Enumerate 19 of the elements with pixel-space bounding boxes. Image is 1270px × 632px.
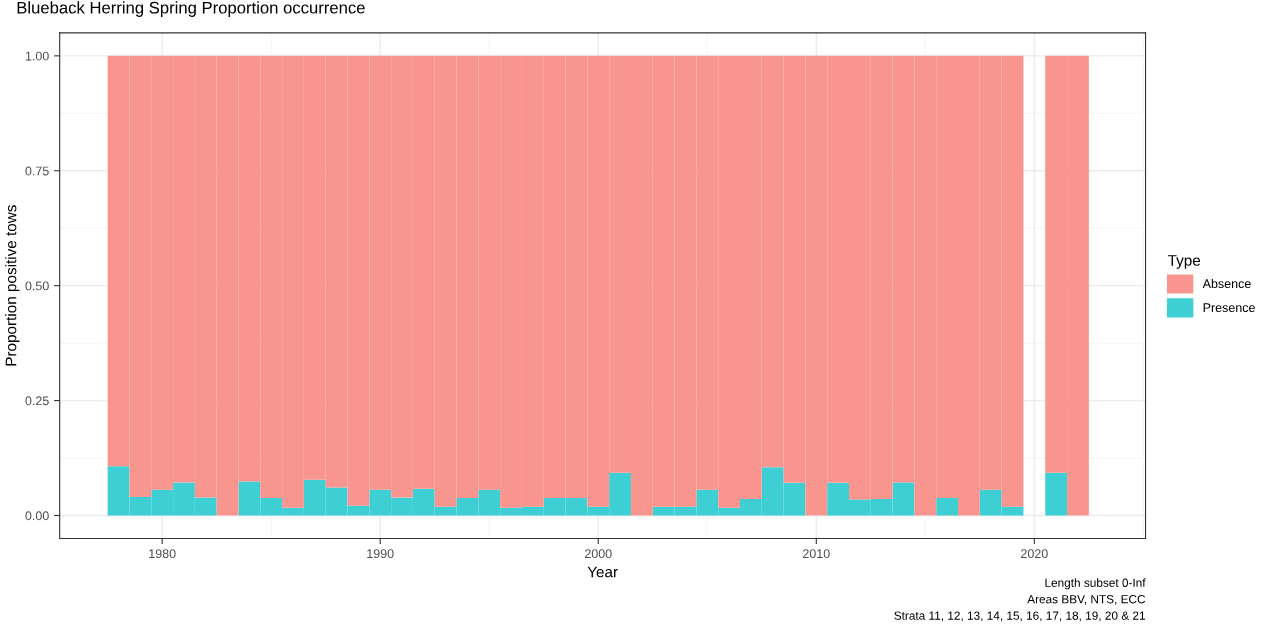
x-tick-label: 2010 — [803, 549, 830, 559]
y-tick-label: 1.00 — [25, 51, 49, 61]
legend-title: Type — [1167, 255, 1201, 269]
legend-label: Absence — [1202, 278, 1251, 289]
x-axis-title: Year — [587, 566, 618, 578]
chart-title: Blueback Herring Spring Proportion occurrence — [17, 1, 365, 17]
y-axis-title: Proportion positive tows — [5, 205, 20, 366]
y-tick-label: 0.00 — [25, 511, 49, 521]
x-tick-label: 2020 — [1021, 549, 1048, 559]
y-tick-label: 0.75 — [25, 166, 49, 176]
text: Areas BBV, NTS, ECC — [1027, 595, 1146, 605]
x-tick-label: 1990 — [367, 549, 394, 559]
y-tick-label: 0.50 — [25, 281, 49, 291]
text: Strata 11, 12, 13, 14, 15, 16, 17, 18, 19, 20 & 21 — [894, 611, 1145, 622]
x-tick-label: 1980 — [149, 549, 176, 559]
y-tick-label: 0.25 — [25, 396, 49, 406]
legend-label: Presence — [1203, 303, 1255, 313]
text: Length subset 0-Inf — [1045, 578, 1146, 590]
x-tick-label: 2000 — [584, 549, 612, 559]
